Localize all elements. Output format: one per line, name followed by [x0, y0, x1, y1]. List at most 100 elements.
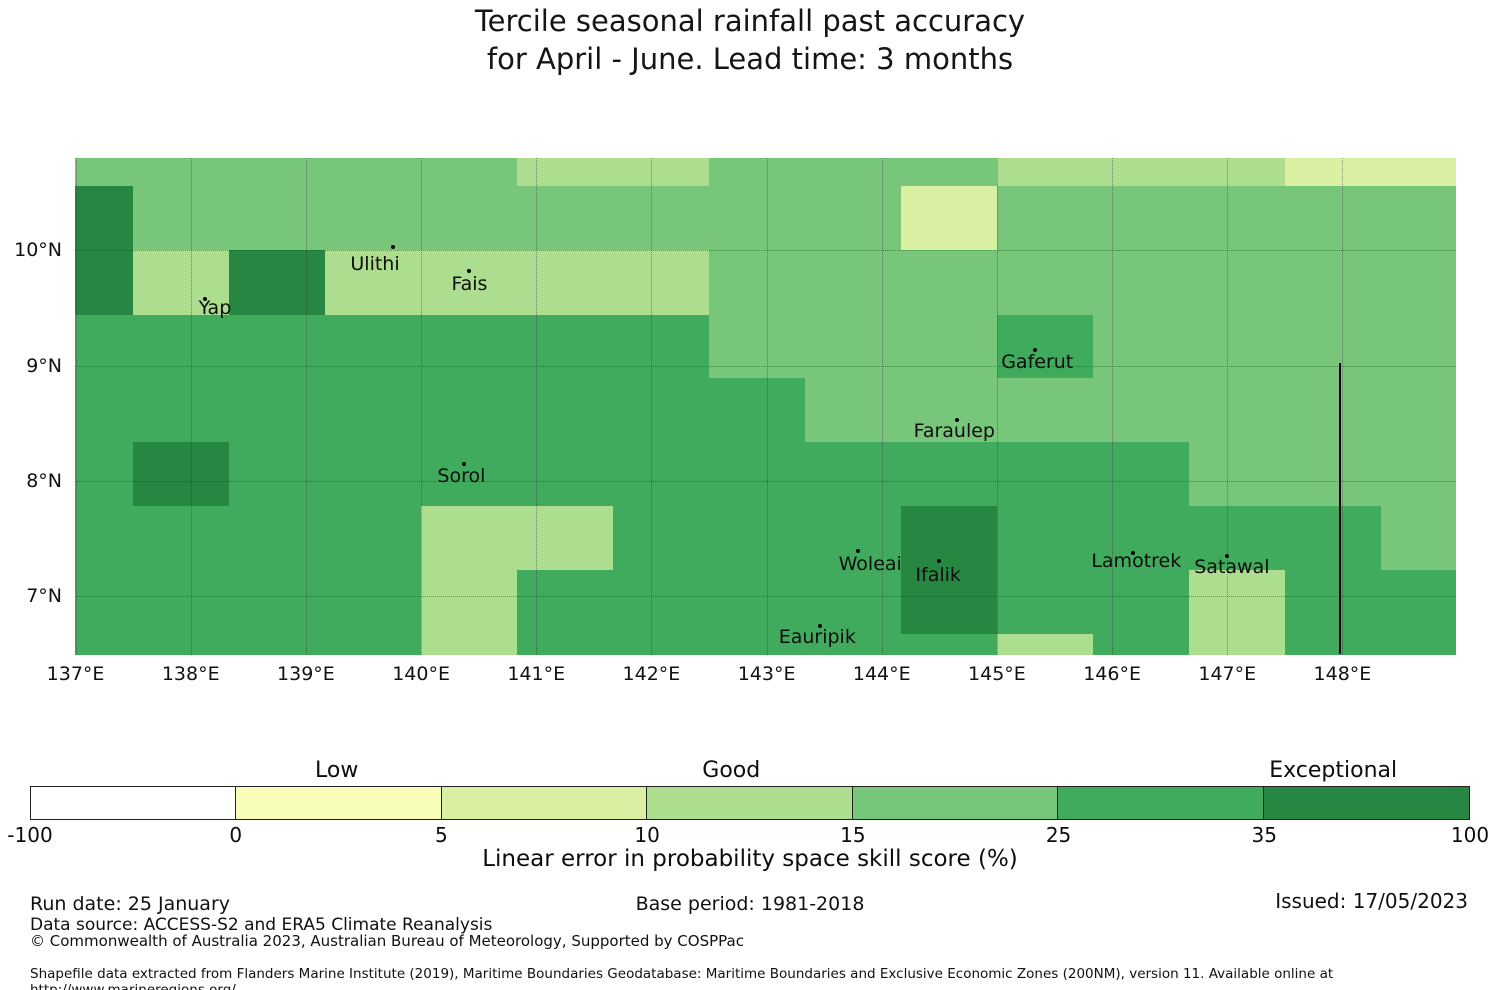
- base-period-text: Base period: 1981-2018: [635, 893, 865, 915]
- grid-cell: [421, 314, 517, 379]
- grid-cell: [1380, 250, 1456, 315]
- grid-cell: [229, 506, 326, 571]
- colorbar-tick-label: 35: [1251, 823, 1278, 847]
- chart-title: Tercile seasonal rainfall past accuracy …: [0, 2, 1500, 78]
- grid-cell: [75, 506, 134, 571]
- island-label: Eauripik: [778, 626, 856, 649]
- colorbar-tick-label: 0: [229, 823, 243, 847]
- map-gridline-parallel: [75, 250, 1456, 252]
- island-dot: [1225, 553, 1230, 558]
- grid-cell: [1188, 186, 1285, 251]
- island-dot: [1130, 551, 1135, 556]
- grid-cell: [709, 158, 805, 187]
- grid-cell: [229, 570, 326, 635]
- y-tick-label: 10°N: [14, 239, 62, 262]
- map-gridline-meridian: [1342, 158, 1344, 655]
- island-dot: [937, 559, 942, 564]
- grid-cell: [804, 506, 901, 571]
- colorbar-category-label: Low: [315, 758, 359, 783]
- island-dot: [817, 623, 822, 628]
- island-label: Ifalik: [915, 564, 961, 587]
- grid-cell: [613, 250, 709, 315]
- colorbar-segment: [31, 787, 237, 819]
- grid-cell: [229, 314, 326, 379]
- island-label: Yap: [198, 297, 232, 320]
- grid-cell: [996, 378, 1093, 443]
- run-date-text: Run date: 25 January: [30, 893, 231, 915]
- grid-cell: [325, 570, 422, 635]
- grid-cell: [709, 186, 805, 251]
- colorbar-tick-label: 10: [634, 823, 660, 847]
- map-gridline-meridian: [305, 158, 307, 655]
- grid-cell: [804, 378, 901, 443]
- grid-cell: [517, 506, 614, 571]
- grid-cell: [613, 570, 709, 635]
- grid-cell: [325, 442, 422, 507]
- grid-cell: [133, 378, 230, 443]
- grid-cell: [709, 506, 805, 571]
- colorbar-category-label: Good: [702, 758, 761, 783]
- grid-cell: [75, 378, 134, 443]
- grid-cell: [900, 378, 997, 443]
- map-gridline-parallel: [75, 365, 1456, 367]
- grid-cell: [709, 314, 805, 379]
- grid-cell: [1284, 442, 1381, 507]
- grid-cell: [229, 442, 326, 507]
- x-tick-label: 144°E: [852, 663, 911, 685]
- x-tick-label: 143°E: [737, 663, 796, 685]
- grid-cell: [1188, 250, 1285, 315]
- colorbar-segment: [852, 787, 1059, 819]
- x-tick-label: 146°E: [1083, 663, 1141, 685]
- x-tick-label: 141°E: [507, 663, 566, 685]
- issued-date-text: Issued: 17/05/2023: [1275, 889, 1468, 913]
- island-label: Lamotrek: [1091, 550, 1182, 573]
- grid-cell: [1092, 378, 1189, 443]
- island-dot: [467, 269, 472, 274]
- colorbar-segment: [1263, 787, 1469, 819]
- grid-cell: [325, 186, 422, 251]
- grid-cell: [75, 442, 134, 507]
- grid-cell: [133, 442, 230, 507]
- island-label: Satawal: [1194, 556, 1270, 579]
- grid-cell: [1284, 250, 1381, 315]
- grid-cell: [1284, 634, 1381, 655]
- grid-cell: [1188, 570, 1285, 635]
- grid-cell: [1380, 634, 1456, 655]
- grid-cell: [804, 250, 901, 315]
- grid-cell: [613, 506, 709, 571]
- grid-cell: [1092, 570, 1189, 635]
- x-tick-label: 142°E: [622, 663, 681, 685]
- shapefile-note: Shapefile data extracted from Flanders M…: [30, 966, 1334, 990]
- grid-cell: [900, 158, 997, 187]
- grid-cell: [229, 186, 326, 251]
- grid-cell: [709, 570, 805, 635]
- map-gridline-meridian: [190, 158, 192, 655]
- grid-cell: [325, 634, 422, 655]
- map-gridline-meridian: [421, 158, 423, 655]
- colorbar-segment: [1058, 787, 1264, 819]
- grid-cell: [1092, 314, 1189, 379]
- grid-cell: [1380, 378, 1456, 443]
- grid-cell: [229, 634, 326, 655]
- grid-cell: [421, 250, 517, 315]
- grid-cell: [709, 250, 805, 315]
- grid-cell: [133, 158, 230, 187]
- grid-cell: [75, 158, 134, 187]
- y-tick-label: 7°N: [26, 585, 62, 608]
- island-label: Faraulep: [913, 420, 995, 443]
- map-gridline-parallel: [75, 596, 1456, 598]
- island-dot: [391, 245, 396, 250]
- grid-cell: [75, 250, 134, 315]
- grid-cell: [517, 570, 614, 635]
- colorbar-segment: [236, 787, 442, 819]
- grid-cell: [996, 570, 1093, 635]
- grid-cell: [325, 506, 422, 571]
- grid-cell: [133, 186, 230, 251]
- grid-cell: [421, 634, 517, 655]
- map-gridline-meridian: [766, 158, 768, 655]
- map-gridline-meridian: [75, 158, 77, 655]
- grid-cell: [1380, 570, 1456, 635]
- grid-cell: [804, 158, 901, 187]
- grid-cell: [1092, 506, 1189, 571]
